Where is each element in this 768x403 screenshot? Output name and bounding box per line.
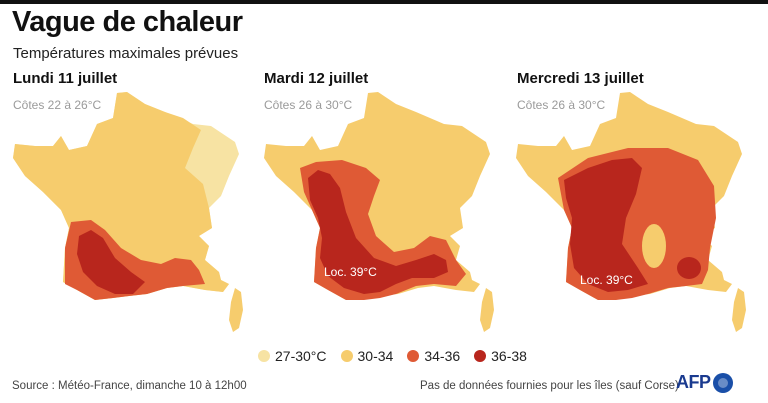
coast-notch (299, 211, 315, 229)
france-map-wednesday: Loc. 39°C (508, 88, 748, 338)
max-temperature-label-tuesday: Loc. 39°C (324, 265, 377, 279)
legend-swatch (340, 350, 353, 362)
france-region-36-38 (77, 230, 145, 294)
france-region-36-38 (308, 170, 448, 294)
legend-item-34-36: 34-36 (407, 348, 460, 364)
legend-label: 36-38 (491, 348, 527, 364)
legend-swatch (407, 350, 420, 362)
legend-label: 30-34 (357, 348, 394, 364)
coast-temperature-tuesday: Côtes 26 à 30°C (264, 98, 353, 112)
france-region-36-38 (564, 158, 648, 292)
corsica-island (480, 288, 494, 332)
legend-item-30-34: 30-34 (340, 348, 394, 364)
coast-temperature-monday: Côtes 22 à 26°C (13, 98, 102, 112)
france-map-monday (5, 88, 245, 338)
source-credit: Source : Météo-France, dimanche 10 à 12h… (12, 380, 247, 392)
legend-swatch (474, 350, 487, 362)
top-rule (0, 0, 768, 4)
page-title: Vague de chaleur (12, 6, 243, 38)
coast-notch (48, 211, 64, 229)
legend-label: 34-36 (424, 348, 461, 364)
coast-temperature-wednesday: Côtes 26 à 30°C (517, 98, 606, 112)
islands-note: Pas de données fournies pour les îles (s… (420, 380, 679, 392)
cooler-area-30-34 (642, 224, 666, 268)
legend-item-36-38: 36-38 (474, 348, 527, 364)
temperature-legend: 27-30°C 30-34 34-36 36-38 (258, 348, 527, 364)
page-subtitle: Températures maximales prévues (13, 45, 239, 62)
legend-swatch (258, 350, 270, 362)
corsica-island (732, 288, 746, 332)
afp-logo-text: AFP (676, 372, 711, 392)
legend-label: 27-30°C (275, 348, 327, 364)
afp-globe-icon (712, 372, 733, 393)
map-day-label-monday: Lundi 11 juillet (13, 70, 118, 87)
legend-item-27-30: 27-30°C (258, 348, 327, 364)
coast-notch (551, 211, 567, 229)
map-day-label-wednesday: Mercredi 13 juillet (517, 70, 644, 87)
max-temperature-label-wednesday: Loc. 39°C (580, 273, 633, 287)
map-day-label-tuesday: Mardi 12 juillet (264, 70, 369, 87)
corsica-island (229, 288, 243, 332)
hotspot-36-38 (677, 257, 701, 279)
afp-logo: AFP (676, 372, 733, 393)
france-map-tuesday: Loc. 39°C (256, 88, 496, 338)
